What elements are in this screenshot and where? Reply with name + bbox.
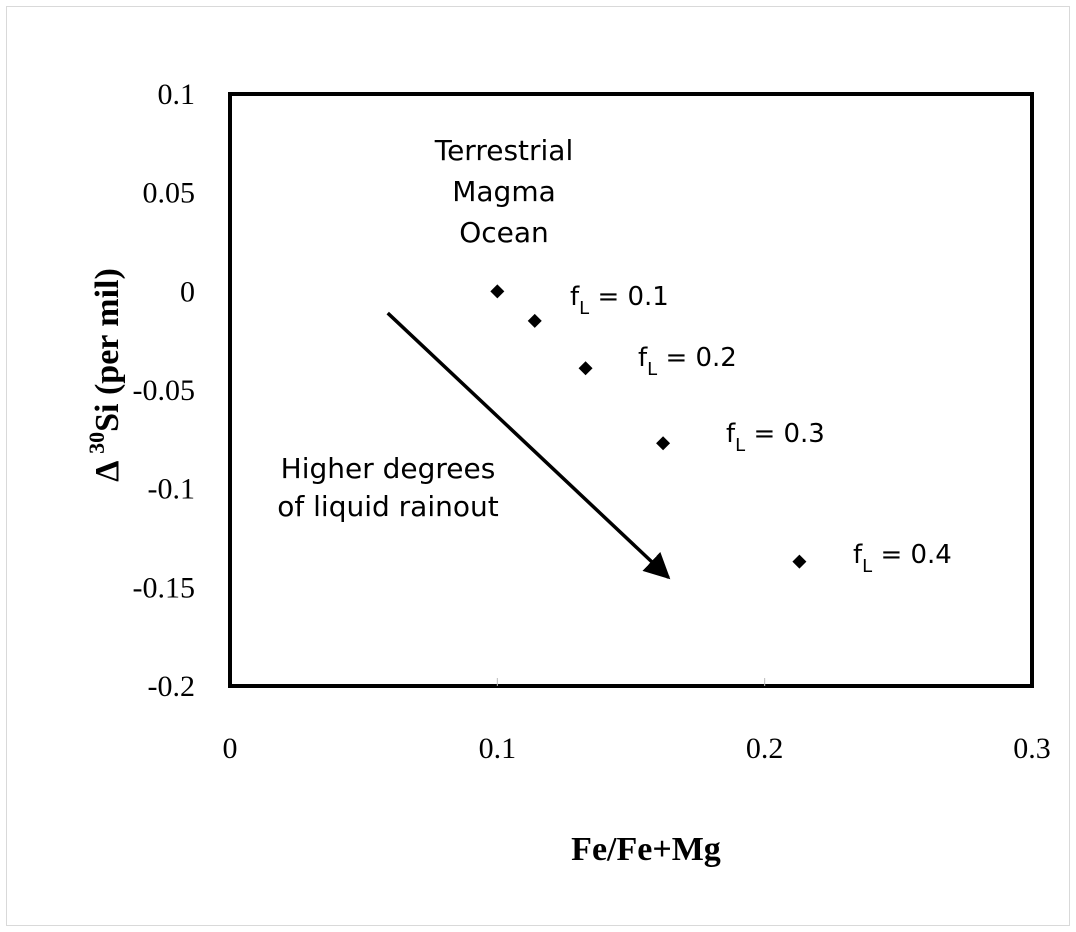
plot-area-border <box>228 92 1034 688</box>
point-label: fL = 0.4 <box>853 540 952 577</box>
y-tick-label: -0.1 <box>148 473 196 506</box>
x-tick-label: 0.3 <box>1013 732 1051 765</box>
y-tick-label: 0.05 <box>143 177 196 210</box>
figure-frame <box>6 6 1070 926</box>
data-point <box>527 313 542 328</box>
point-label: fL = 0.1 <box>570 282 669 319</box>
y-tick-label: 0 <box>180 275 195 308</box>
point-label: fL = 0.2 <box>638 343 737 380</box>
data-point <box>792 554 807 569</box>
y-tick-label: -0.2 <box>148 670 196 703</box>
trend-arrow <box>386 311 671 580</box>
x-axis-title: Fe/Fe+Mg <box>571 831 721 868</box>
point-label: fL = 0.3 <box>726 419 825 456</box>
y-tick-label: -0.05 <box>133 374 196 407</box>
annotation-text: Higher degrees of liquid rainout <box>277 452 498 523</box>
y-tick-label: -0.15 <box>133 571 196 604</box>
data-point <box>656 436 671 451</box>
data-point <box>578 361 593 376</box>
y-tick-label: 0.1 <box>158 78 196 111</box>
y-axis-title: Δ 30Si (per mil) <box>84 268 126 482</box>
x-tick-label: 0 <box>223 732 238 765</box>
x-tick-label: 0.2 <box>746 732 784 765</box>
annotation-text: Terrestrial Magma Ocean <box>434 134 574 249</box>
data-point <box>490 284 505 299</box>
x-tick-label: 0.1 <box>479 732 517 765</box>
